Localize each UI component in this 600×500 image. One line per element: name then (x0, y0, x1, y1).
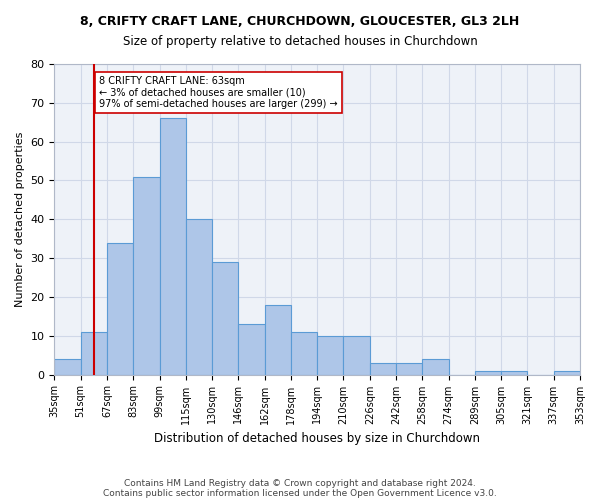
Bar (396, 363, 422, 374)
Bar (238, 324, 265, 374)
Bar (186, 220, 212, 374)
Bar (291, 332, 317, 374)
Bar (501, 370, 527, 374)
Bar (80, 332, 107, 374)
Y-axis label: Number of detached properties: Number of detached properties (15, 132, 25, 307)
Text: 8 CRIFTY CRAFT LANE: 63sqm
← 3% of detached houses are smaller (10)
97% of semi-: 8 CRIFTY CRAFT LANE: 63sqm ← 3% of detac… (99, 76, 338, 109)
Text: Contains public sector information licensed under the Open Government Licence v3: Contains public sector information licen… (103, 488, 497, 498)
Text: Size of property relative to detached houses in Churchdown: Size of property relative to detached ho… (122, 35, 478, 48)
X-axis label: Distribution of detached houses by size in Churchdown: Distribution of detached houses by size … (154, 432, 480, 445)
Bar (370, 363, 396, 374)
Bar (343, 336, 370, 374)
Text: 8, CRIFTY CRAFT LANE, CHURCHDOWN, GLOUCESTER, GL3 2LH: 8, CRIFTY CRAFT LANE, CHURCHDOWN, GLOUCE… (80, 15, 520, 28)
Bar (212, 262, 238, 374)
Bar (55, 359, 80, 374)
Bar (317, 336, 343, 374)
Text: Contains HM Land Registry data © Crown copyright and database right 2024.: Contains HM Land Registry data © Crown c… (124, 478, 476, 488)
Bar (107, 242, 133, 374)
Bar (265, 304, 291, 374)
Bar (475, 370, 501, 374)
Bar (160, 118, 186, 374)
Bar (133, 176, 160, 374)
Bar (554, 370, 580, 374)
Bar (422, 359, 449, 374)
